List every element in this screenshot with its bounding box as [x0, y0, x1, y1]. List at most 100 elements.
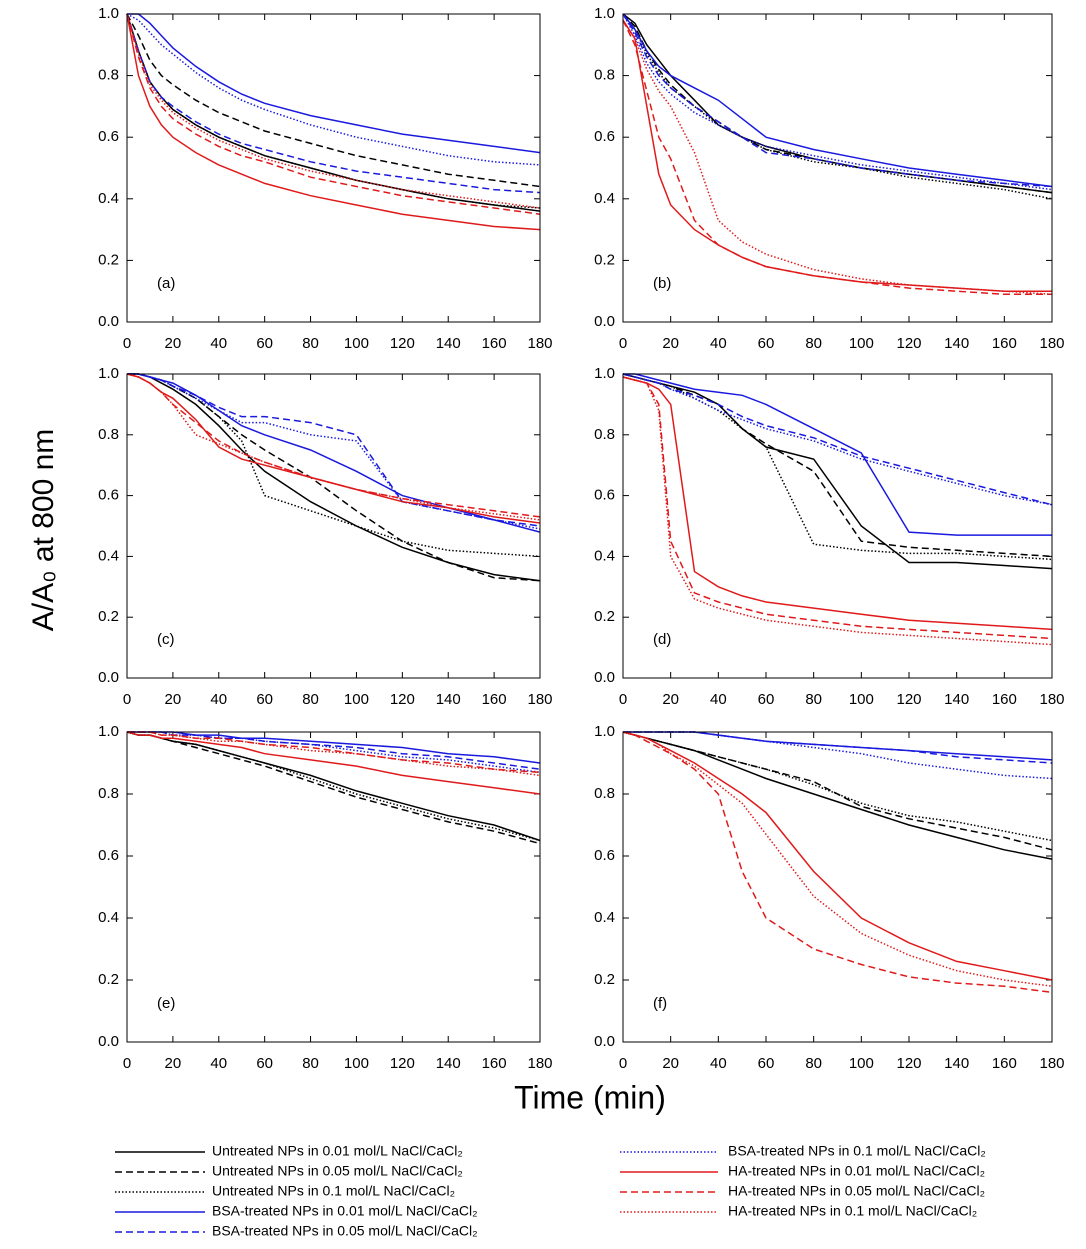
data-line	[622, 373, 1053, 561]
x-tick-label: 40	[210, 335, 227, 352]
data-line	[622, 373, 1053, 506]
y-tick-label: 0.2	[98, 971, 119, 988]
legend-label: Untreated NPs in 0.05 mol/L NaCl/CaCl₂	[212, 1163, 463, 1179]
x-tick-label: 20	[662, 335, 679, 352]
data-line	[623, 731, 1053, 764]
y-tick-label: 1.0	[594, 723, 615, 740]
x-tick-label: 80	[302, 1055, 319, 1072]
x-tick-label: 180	[1039, 691, 1064, 708]
data-line	[126, 13, 541, 166]
y-tick-label: 0.0	[594, 313, 615, 330]
x-tick-label: 160	[992, 1055, 1017, 1072]
y-tick-label: 1.0	[98, 723, 119, 740]
data-line	[127, 373, 541, 530]
x-tick-label: 160	[992, 335, 1017, 352]
y-tick-label: 0.0	[98, 1033, 119, 1050]
data-line	[126, 731, 541, 845]
data-line	[127, 731, 541, 774]
data-line	[622, 373, 1053, 558]
y-tick-label: 0.4	[594, 909, 615, 926]
x-tick-label: 40	[710, 335, 727, 352]
data-line	[126, 13, 541, 209]
legend-label: HA-treated NPs in 0.01 mol/L NaCl/CaCl₂	[728, 1163, 985, 1179]
x-tick-label: 20	[165, 691, 182, 708]
y-tick-label: 0.6	[594, 847, 615, 864]
x-tick-label: 120	[896, 335, 921, 352]
data-line	[622, 19, 1052, 292]
x-tick-label: 140	[436, 335, 461, 352]
data-line	[623, 731, 1053, 780]
panel-label: (d)	[653, 631, 671, 648]
x-tick-label: 80	[805, 335, 822, 352]
x-tick-label: 140	[436, 1055, 461, 1072]
panel-label: (a)	[157, 275, 175, 292]
y-tick-label: 1.0	[594, 5, 615, 22]
y-tick-label: 1.0	[98, 5, 119, 22]
plot-frame	[126, 373, 541, 679]
data-line	[622, 13, 1053, 194]
y-tick-label: 0.0	[98, 313, 119, 330]
panel-label: (e)	[157, 995, 175, 1012]
data-line	[126, 13, 541, 231]
x-tick-label: 20	[165, 335, 182, 352]
data-line	[622, 13, 1053, 194]
y-tick-label: 0.8	[98, 785, 119, 802]
y-tick-label: 0.0	[594, 669, 615, 686]
data-line	[622, 373, 1053, 570]
legend-label: Untreated NPs in 0.01 mol/L NaCl/CaCl₂	[212, 1143, 463, 1159]
x-tick-label: 80	[302, 691, 319, 708]
y-tick-label: 0.4	[98, 547, 119, 564]
data-line	[127, 373, 541, 558]
data-line	[127, 373, 541, 582]
x-tick-label: 80	[805, 691, 822, 708]
x-tick-label: 100	[344, 335, 369, 352]
legend-label: HA-treated NPs in 0.1 mol/L NaCl/CaCl₂	[728, 1203, 977, 1219]
x-tick-label: 120	[896, 1055, 921, 1072]
x-tick-label: 40	[210, 691, 227, 708]
y-tick-label: 0.2	[98, 251, 119, 268]
y-tick-label: 0.2	[594, 251, 615, 268]
y-tick-label: 0.6	[98, 487, 119, 504]
y-tick-label: 0.2	[594, 971, 615, 988]
legend-label: BSA-treated NPs in 0.05 mol/L NaCl/CaCl₂	[212, 1223, 478, 1239]
y-tick-label: 0.4	[594, 547, 615, 564]
legend-label: BSA-treated NPs in 0.01 mol/L NaCl/CaCl₂	[212, 1203, 478, 1219]
data-line	[622, 13, 1053, 200]
x-tick-label: 60	[758, 1055, 775, 1072]
panel-label: (c)	[157, 631, 175, 648]
data-line	[623, 373, 1052, 536]
y-tick-label: 0.2	[594, 608, 615, 625]
y-tick-label: 0.8	[594, 785, 615, 802]
x-tick-label: 40	[710, 691, 727, 708]
x-tick-label: 120	[390, 335, 415, 352]
x-tick-label: 40	[710, 1055, 727, 1072]
data-line	[622, 19, 1053, 296]
x-tick-label: 180	[527, 335, 552, 352]
x-tick-label: 100	[849, 1055, 874, 1072]
x-tick-label: 60	[256, 691, 273, 708]
y-tick-label: 0.8	[98, 67, 119, 84]
x-tick-label: 20	[662, 691, 679, 708]
y-tick-label: 0.2	[98, 608, 119, 625]
legend-label: Untreated NPs in 0.1 mol/L NaCl/CaCl₂	[212, 1183, 455, 1199]
x-tick-label: 180	[1039, 1055, 1064, 1072]
y-tick-label: 0.6	[98, 847, 119, 864]
x-tick-label: 140	[944, 335, 969, 352]
x-tick-label: 120	[390, 1055, 415, 1072]
x-tick-label: 0	[619, 335, 627, 352]
y-tick-label: 0.8	[594, 426, 615, 443]
x-tick-label: 180	[527, 1055, 552, 1072]
x-tick-label: 0	[123, 335, 131, 352]
y-tick-label: 0.8	[594, 67, 615, 84]
data-line	[126, 13, 541, 215]
x-tick-label: 160	[992, 691, 1017, 708]
x-tick-label: 100	[849, 691, 874, 708]
x-tick-label: 60	[256, 1055, 273, 1072]
data-line	[126, 373, 541, 521]
x-tick-label: 40	[210, 1055, 227, 1072]
y-tick-label: 0.4	[98, 909, 119, 926]
x-tick-label: 120	[390, 691, 415, 708]
y-tick-label: 0.4	[98, 190, 119, 207]
data-line	[126, 731, 541, 795]
